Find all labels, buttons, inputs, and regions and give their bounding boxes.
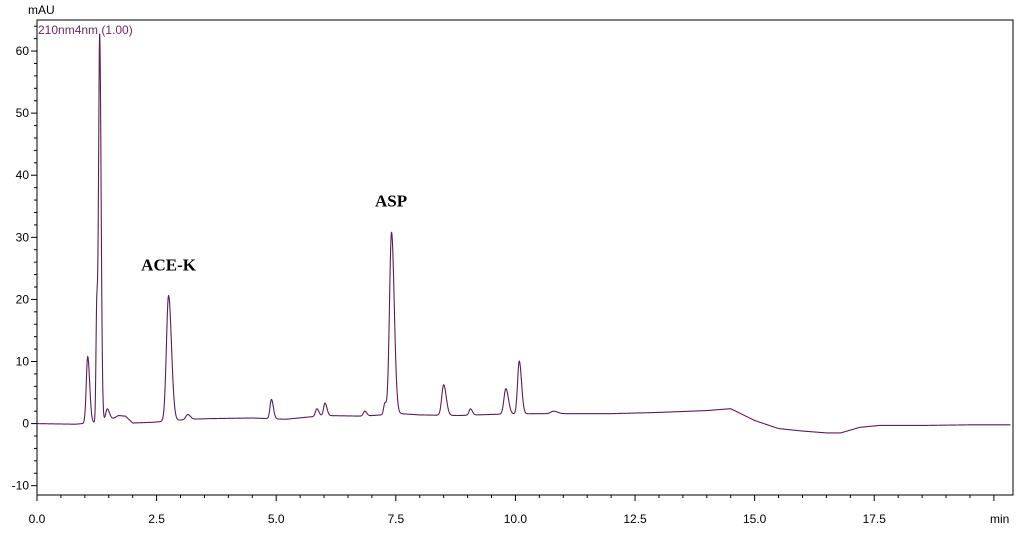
- x-tick-label: 15.0: [743, 512, 767, 526]
- peak-annotations: ACE-K ASP: [141, 191, 407, 274]
- y-tick-label: -10: [12, 479, 30, 493]
- y-tick-label: 40: [16, 168, 30, 182]
- x-tick-label: 2.5: [148, 512, 165, 526]
- x-tick-label: 10.0: [504, 512, 528, 526]
- peak-label: ASP: [375, 191, 407, 210]
- y-tick-label: 0: [22, 417, 29, 431]
- x-tick-label: 5.0: [268, 512, 285, 526]
- y-axis: -10 0 10 20 30 40 50 60: [12, 25, 37, 493]
- y-unit-label: mAU: [28, 3, 55, 17]
- y-tick-label: 60: [16, 44, 30, 58]
- y-tick-label: 30: [16, 230, 30, 244]
- x-tick-label: 12.5: [623, 512, 647, 526]
- x-unit-label: min: [990, 512, 1009, 526]
- channel-label: 210nm4nm (1.00): [38, 23, 133, 37]
- y-tick-label: 20: [16, 292, 30, 306]
- x-tick-label: 0.0: [29, 512, 46, 526]
- peak-label: ACE-K: [141, 255, 197, 274]
- chromatogram-trace: [36, 33, 1011, 434]
- y-tick-label: 10: [16, 355, 30, 369]
- y-tick-label: 50: [16, 106, 30, 120]
- x-axis: 0.0 2.5 5.0 7.5 10.0 12.5 15.0 17.5: [29, 495, 995, 526]
- plot-frame: [36, 19, 1014, 496]
- x-tick-label: 17.5: [863, 512, 887, 526]
- x-tick-label: 7.5: [387, 512, 404, 526]
